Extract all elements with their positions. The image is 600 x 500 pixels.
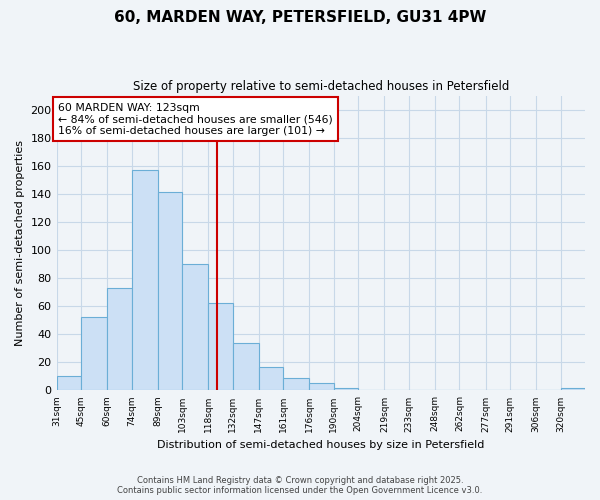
Bar xyxy=(233,342,259,390)
Bar xyxy=(208,304,233,390)
Title: Size of property relative to semi-detached houses in Petersfield: Size of property relative to semi-detach… xyxy=(133,80,509,93)
Bar xyxy=(81,318,107,390)
Bar xyxy=(158,192,182,390)
Bar xyxy=(560,388,585,390)
Bar xyxy=(131,170,158,390)
Text: Contains HM Land Registry data © Crown copyright and database right 2025.
Contai: Contains HM Land Registry data © Crown c… xyxy=(118,476,482,495)
Bar xyxy=(56,376,81,390)
Bar xyxy=(259,366,283,390)
X-axis label: Distribution of semi-detached houses by size in Petersfield: Distribution of semi-detached houses by … xyxy=(157,440,484,450)
Bar xyxy=(182,264,208,390)
Bar xyxy=(107,288,131,390)
Text: 60, MARDEN WAY, PETERSFIELD, GU31 4PW: 60, MARDEN WAY, PETERSFIELD, GU31 4PW xyxy=(114,10,486,25)
Bar xyxy=(334,388,358,390)
Text: 60 MARDEN WAY: 123sqm
← 84% of semi-detached houses are smaller (546)
16% of sem: 60 MARDEN WAY: 123sqm ← 84% of semi-deta… xyxy=(58,102,333,136)
Y-axis label: Number of semi-detached properties: Number of semi-detached properties xyxy=(15,140,25,346)
Bar xyxy=(283,378,310,390)
Bar xyxy=(310,384,334,390)
